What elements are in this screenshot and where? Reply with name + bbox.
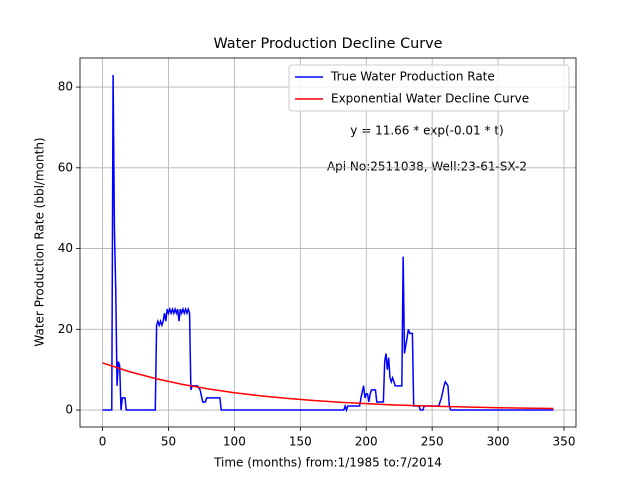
y-axis-label: Water Production Rate (bbl/month) (33, 137, 47, 346)
annotation: Api No:2511038, Well:23-61-SX-2 (327, 160, 527, 174)
legend-label: Exponential Water Decline Curve (331, 92, 529, 106)
x-tick-label: 350 (553, 435, 576, 449)
x-tick-label: 250 (421, 435, 444, 449)
legend-label: True Water Production Rate (330, 70, 495, 84)
x-tick-label: 300 (487, 435, 510, 449)
plot-frame (79, 57, 577, 428)
y-tick-label: 0 (65, 403, 73, 417)
x-tick-label: 150 (289, 435, 312, 449)
y-tick-label: 40 (58, 241, 73, 255)
legend: True Water Production Rate Exponential Wa… (288, 64, 570, 112)
annotation: y = 11.66 * exp(-0.01 * t) (350, 124, 503, 138)
x-tick-label: 50 (161, 435, 176, 449)
data-line (102, 362, 554, 410)
data-line (102, 74, 554, 413)
chart-title: Water Production Decline Curve (213, 36, 442, 52)
x-tick-label: 200 (355, 435, 378, 449)
x-tick-label: 100 (223, 435, 246, 449)
x-tick-label: 0 (99, 435, 107, 449)
y-tick-label: 60 (58, 160, 73, 174)
legend-box (288, 64, 570, 112)
y-tick-label: 20 (58, 322, 73, 336)
x-axis-label: Time (months) from:1/1985 to:7/2014 (213, 456, 442, 470)
y-tick-label: 80 (58, 80, 73, 94)
